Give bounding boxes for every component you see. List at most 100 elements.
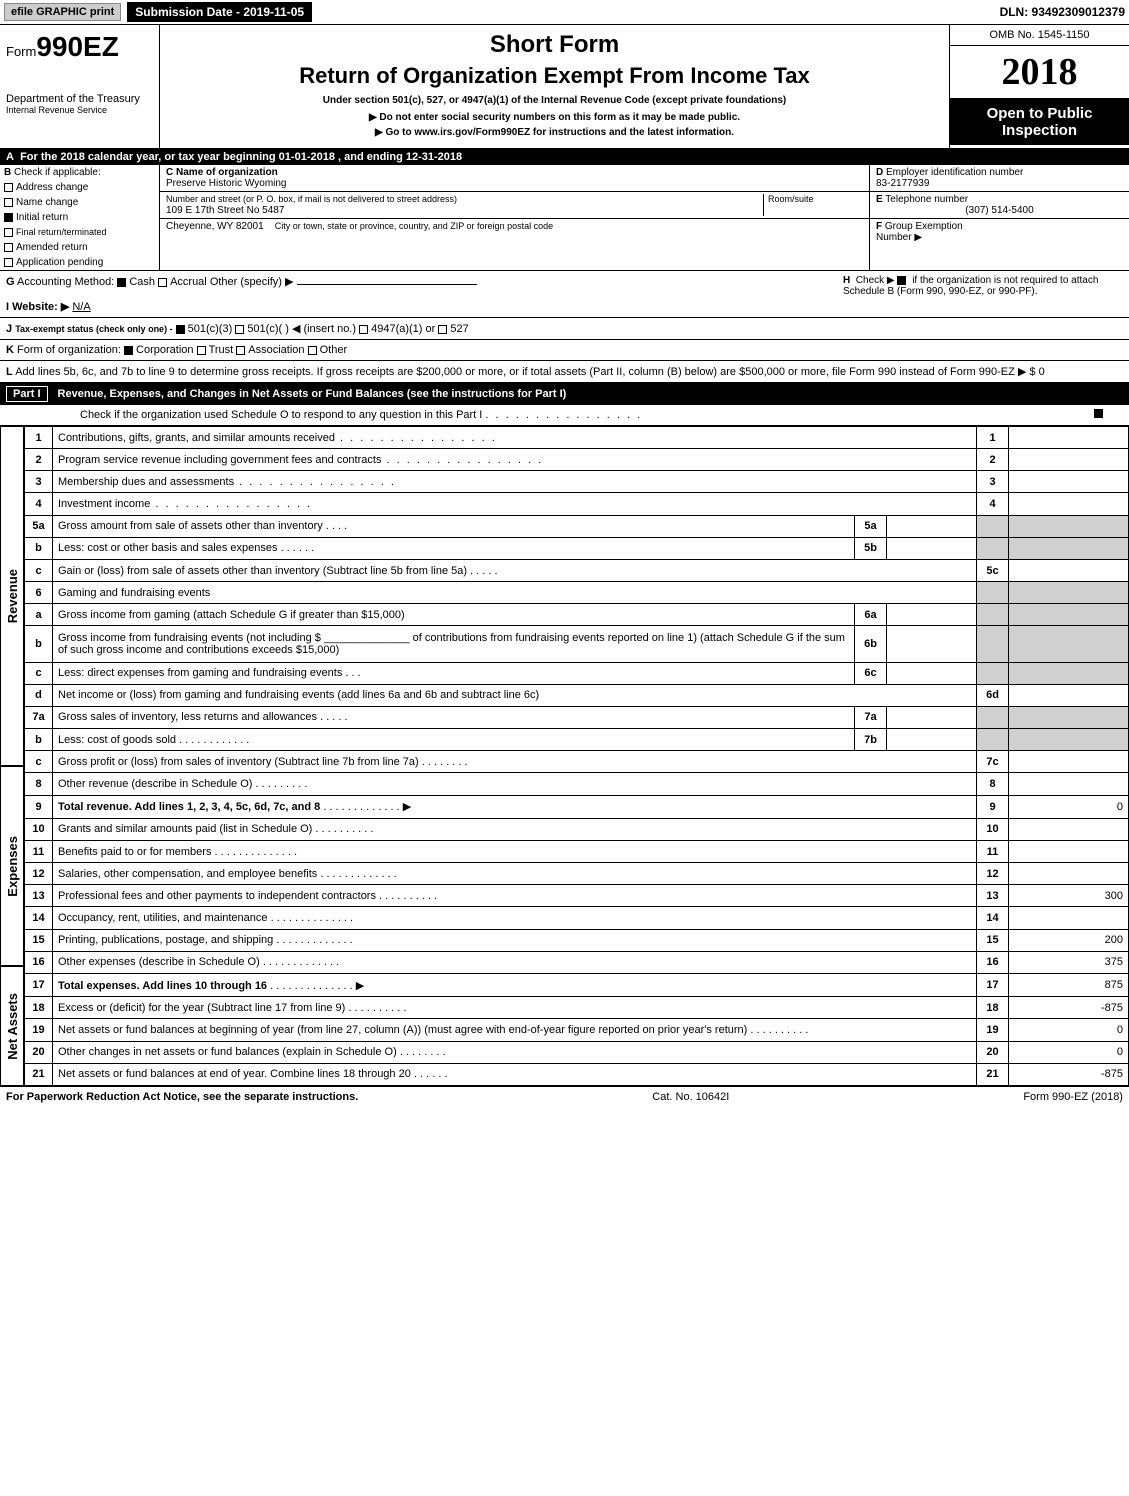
- line-box: 21: [977, 1063, 1009, 1085]
- other-specify-input[interactable]: [297, 284, 477, 285]
- efile-print-button[interactable]: efile GRAPHIC print: [4, 3, 121, 21]
- line-desc: Program service revenue including govern…: [58, 454, 381, 466]
- sub-amount: [887, 604, 977, 626]
- line-amount: 200: [1009, 929, 1129, 951]
- accrual-label: Accrual: [170, 276, 207, 288]
- label-f: F: [876, 221, 882, 232]
- sub-amount: [887, 626, 977, 662]
- accounting-label: Accounting Method:: [17, 276, 114, 288]
- department-label: Department of the Treasury: [6, 93, 153, 105]
- 501c3-checkbox[interactable]: [176, 325, 185, 334]
- netassets-side-label: Net Assets: [5, 993, 20, 1060]
- org-name-value: Preserve Historic Wyoming: [166, 178, 287, 189]
- address-change-label: Address change: [16, 182, 88, 193]
- line-amount: 0: [1009, 1019, 1129, 1041]
- trust-checkbox[interactable]: [197, 346, 206, 355]
- line-desc: Investment income: [58, 498, 150, 510]
- section-gh: G Accounting Method: Cash Accrual Other …: [0, 271, 1129, 318]
- label-g: G: [6, 276, 15, 288]
- other-checkbox[interactable]: [308, 346, 317, 355]
- sched-b-checkbox[interactable]: [897, 276, 906, 285]
- assoc-checkbox[interactable]: [236, 346, 245, 355]
- line-desc: Gaming and fundraising events: [58, 587, 210, 599]
- part1-check-row: Check if the organization used Schedule …: [0, 405, 1129, 426]
- cash-label: Cash: [129, 276, 155, 288]
- line-num: 1: [25, 427, 53, 449]
- shaded-cell: [977, 729, 1009, 751]
- form-footer-label: Form 990-EZ (2018): [1023, 1091, 1123, 1103]
- line-box: 3: [977, 471, 1009, 493]
- line-num: 18: [25, 997, 53, 1019]
- line-desc: Excess or (deficit) for the year (Subtra…: [58, 1002, 345, 1014]
- label-d: D: [876, 167, 883, 178]
- form-org-label: Form of organization:: [17, 344, 121, 356]
- line-num: 7a: [25, 706, 53, 728]
- line-desc: Gross profit or (loss) from sales of inv…: [58, 756, 419, 768]
- address-change-checkbox[interactable]: [4, 183, 13, 192]
- line-desc: Net assets or fund balances at beginning…: [58, 1024, 747, 1036]
- catalog-number: Cat. No. 10642I: [652, 1091, 729, 1103]
- addr-label: Number and street (or P. O. box, if mail…: [166, 194, 457, 204]
- table-row: 18 Excess or (deficit) for the year (Subt…: [25, 997, 1129, 1019]
- table-row: 14Occupancy, rent, utilities, and mainte…: [25, 907, 1129, 929]
- line-desc: Gross income from gaming (attach Schedul…: [58, 609, 405, 621]
- line-num: 19: [25, 1019, 53, 1041]
- accrual-checkbox[interactable]: [158, 278, 167, 287]
- shaded-cell: [1009, 626, 1129, 662]
- section-l: L Add lines 5b, 6c, and 7b to line 9 to …: [0, 361, 1129, 383]
- line-box: 15: [977, 929, 1009, 951]
- 527-label: 527: [450, 323, 468, 335]
- sub-box: 7a: [855, 706, 887, 728]
- 501c-checkbox[interactable]: [235, 325, 244, 334]
- section-c: C Name of organization Preserve Historic…: [160, 165, 869, 270]
- shaded-cell: [977, 604, 1009, 626]
- final-return-checkbox[interactable]: [4, 228, 13, 237]
- corp-checkbox[interactable]: [124, 346, 133, 355]
- line-amount: 875: [1009, 973, 1129, 996]
- table-row: 11Benefits paid to or for members . . . …: [25, 840, 1129, 862]
- part1-schedule-o-checkbox[interactable]: [1094, 409, 1103, 418]
- city-value: Cheyenne, WY 82001: [166, 221, 264, 232]
- dots-icon: [485, 409, 642, 421]
- app-pending-checkbox[interactable]: [4, 258, 13, 267]
- room-label: Room/suite: [768, 194, 814, 204]
- org-info-grid: B Check if applicable: Address change Na…: [0, 165, 1129, 271]
- table-row: cGross profit or (loss) from sales of in…: [25, 751, 1129, 773]
- line-box: 19: [977, 1019, 1009, 1041]
- insert-no-label: ◀ (insert no.): [292, 323, 356, 335]
- paperwork-notice: For Paperwork Reduction Act Notice, see …: [6, 1091, 358, 1103]
- line-num: b: [25, 729, 53, 751]
- sub-amount: [887, 706, 977, 728]
- line-desc: Gross income from fundraising events (no…: [58, 632, 321, 644]
- line-num: 8: [25, 773, 53, 795]
- line-num: 6: [25, 582, 53, 604]
- corp-label: Corporation: [136, 344, 193, 356]
- 4947-checkbox[interactable]: [359, 325, 368, 334]
- table-row: 17Total expenses. Add lines 10 through 1…: [25, 973, 1129, 996]
- name-change-checkbox[interactable]: [4, 198, 13, 207]
- 527-checkbox[interactable]: [438, 325, 447, 334]
- sub-amount: [887, 729, 977, 751]
- line-box: 4: [977, 493, 1009, 515]
- dots-icon: [335, 432, 497, 444]
- label-a: A: [6, 151, 14, 163]
- table-row: dNet income or (loss) from gaming and fu…: [25, 684, 1129, 706]
- shaded-cell: [1009, 604, 1129, 626]
- sub-box: 5a: [855, 515, 887, 537]
- label-k: K: [6, 344, 14, 356]
- line-desc: Grants and similar amounts paid (list in…: [58, 823, 312, 835]
- amended-return-checkbox[interactable]: [4, 243, 13, 252]
- shaded-cell: [977, 537, 1009, 559]
- goto-link[interactable]: ▶ Go to www.irs.gov/Form990EZ for instru…: [170, 127, 939, 138]
- cash-checkbox[interactable]: [117, 278, 126, 287]
- line-amount: [1009, 751, 1129, 773]
- line-desc: Other changes in net assets or fund bala…: [58, 1046, 397, 1058]
- line-box: 2: [977, 449, 1009, 471]
- table-row: 13Professional fees and other payments t…: [25, 885, 1129, 907]
- dots-icon: [150, 498, 312, 510]
- form-header: Form990EZ Department of the Treasury Int…: [0, 25, 1129, 149]
- table-row: 9Total revenue. Add lines 1, 2, 3, 4, 5c…: [25, 795, 1129, 818]
- revenue-side-label: Revenue: [5, 569, 20, 623]
- initial-return-checkbox[interactable]: [4, 213, 13, 222]
- tel-label: Telephone number: [885, 194, 968, 205]
